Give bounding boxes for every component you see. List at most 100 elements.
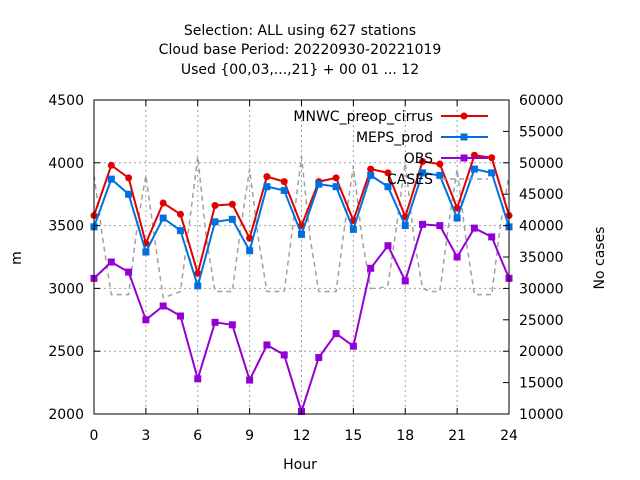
y-tick-label: 2000 [48, 407, 84, 423]
y2-tick-label: 15000 [519, 376, 564, 392]
data-point [419, 169, 427, 177]
title-line-1: Selection: ALL using 627 stations [184, 23, 416, 39]
data-point [384, 183, 392, 191]
y-axis-label: m [9, 251, 25, 265]
x-tick-label: 12 [293, 428, 311, 444]
data-point [194, 269, 202, 277]
data-point [280, 178, 288, 186]
data-point [315, 180, 323, 188]
data-point [228, 215, 236, 223]
y-tick-label: 4500 [48, 93, 84, 109]
y2-tick-label: 45000 [519, 187, 564, 203]
data-point [211, 218, 219, 226]
y2-tick-label: 35000 [519, 250, 564, 266]
y2-tick-label: 55000 [519, 124, 564, 140]
legend-marker [460, 133, 468, 141]
title-line-3: Used {00,03,...,21} + 00 01 ... 12 [181, 62, 419, 78]
y2-tick-label: 10000 [519, 407, 564, 423]
y2-tick-label: 40000 [519, 219, 564, 235]
title-line-2: Cloud base Period: 20220930-20221019 [159, 42, 442, 58]
y2-tick-label: 20000 [519, 344, 564, 360]
data-point [453, 214, 461, 222]
data-point [332, 183, 340, 191]
data-point [263, 341, 271, 349]
legend-marker [460, 154, 468, 162]
data-point [263, 183, 271, 191]
data-point [470, 224, 478, 232]
data-point [436, 171, 444, 179]
data-point [315, 353, 323, 361]
legend-entry: OBS [404, 151, 488, 167]
data-point [228, 200, 236, 208]
data-point [367, 165, 375, 173]
data-point [436, 222, 444, 230]
y-tick-label: 4000 [48, 156, 84, 172]
data-point [176, 210, 184, 218]
legend-label: MNWC_preop_cirrus [293, 109, 433, 125]
y2-axis-label: No cases [592, 227, 608, 290]
x-tick-label: 0 [90, 428, 99, 444]
y2-tick-label: 30000 [519, 281, 564, 297]
legend-entry: MNWC_preop_cirrus [293, 109, 488, 125]
grid [94, 100, 509, 414]
legend-marker [460, 112, 468, 120]
data-point [367, 171, 375, 179]
data-point [332, 174, 340, 182]
data-point [228, 321, 236, 329]
legend-label: MEPS_prod [356, 130, 433, 146]
data-point [280, 351, 288, 359]
data-point [419, 220, 427, 228]
data-point [401, 222, 409, 230]
data-point [107, 258, 115, 266]
x-tick-label: 3 [141, 428, 150, 444]
y2-tick-label: 50000 [519, 156, 564, 172]
data-point [246, 376, 254, 384]
series-line [93, 155, 510, 299]
data-point [332, 330, 340, 338]
x-tick-label: 21 [448, 428, 466, 444]
data-point [298, 230, 305, 238]
x-tick-label: 24 [500, 428, 518, 444]
data-point [453, 253, 461, 261]
x-tick-label: 18 [396, 428, 414, 444]
legend-entry: CASES [387, 172, 488, 188]
y2-tick-label: 25000 [519, 313, 564, 329]
ticks: 0 3 6 9 12 15 18 21 24 2000 2500 3000 3500 4000 4500 10… [48, 93, 563, 444]
y-tick-label: 3000 [48, 281, 84, 297]
data-point [384, 169, 392, 177]
data-point [367, 264, 375, 272]
data-point [246, 234, 254, 242]
data-point [419, 158, 427, 166]
y-tick-label: 3500 [48, 219, 84, 235]
data-point [488, 233, 496, 241]
data-point [349, 225, 357, 233]
data-point [211, 202, 219, 210]
series-cases [93, 155, 510, 299]
data-point [159, 302, 167, 310]
data-point [263, 173, 271, 181]
legend-entry: MEPS_prod [356, 130, 488, 146]
data-point [194, 375, 202, 383]
data-point [488, 154, 496, 162]
data-point [176, 227, 184, 235]
x-axis-label: Hour [283, 457, 317, 473]
chart-title: Selection: ALL using 627 stations Cloud … [159, 23, 442, 78]
x-tick-label: 15 [344, 428, 362, 444]
data-point [159, 214, 167, 222]
data-point [107, 175, 115, 183]
legend-label: CASES [387, 172, 433, 188]
data-point [125, 174, 133, 182]
data-point [211, 318, 219, 326]
data-point [436, 160, 444, 168]
data-point [488, 169, 496, 177]
y-tick-label: 2500 [48, 344, 84, 360]
data-point [470, 165, 478, 173]
data-point [142, 248, 150, 256]
data-point [125, 190, 133, 198]
data-point [107, 161, 115, 169]
data-point [384, 242, 392, 250]
data-point [194, 282, 202, 290]
data-point [246, 247, 254, 255]
x-tick-label: 6 [193, 428, 202, 444]
